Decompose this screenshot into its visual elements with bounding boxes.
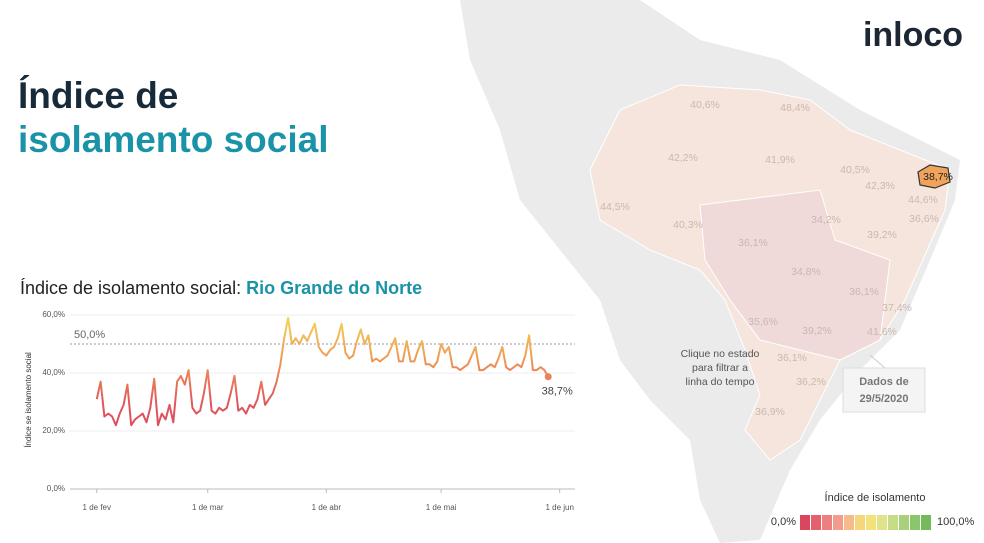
page-title: Índice de (18, 75, 178, 116)
chart-title-text: Índice de isolamento social: (20, 278, 246, 298)
map-label: 38,7% (923, 171, 953, 183)
map-label: 36,2% (796, 376, 826, 388)
map-label: 34,2% (811, 214, 841, 226)
series-line (95, 316, 550, 427)
legend-swatch (921, 515, 931, 530)
map-note: para filtrar a (692, 362, 748, 374)
date-box-text: 29/5/2020 (860, 393, 909, 405)
map-label: 40,5% (840, 164, 870, 176)
y-tick-label: 0,0% (47, 484, 65, 493)
legend-swatch (899, 515, 909, 530)
date-box-text: Dados de (859, 376, 909, 388)
x-tick-label: 1 de abr (312, 503, 342, 512)
chart-title-state: Rio Grande do Norte (246, 278, 422, 298)
map-label: 42,2% (668, 152, 698, 164)
legend-swatch (866, 515, 876, 530)
page-title: isolamento social (18, 119, 329, 160)
x-tick-label: 1 de fev (83, 503, 111, 512)
legend-min: 0,0% (771, 516, 796, 528)
y-tick-label: 40,0% (42, 368, 65, 377)
map-label: 44,5% (600, 201, 630, 213)
map-label: 36,9% (755, 406, 785, 418)
map-label: 40,6% (690, 99, 720, 111)
y-tick-label: 60,0% (42, 310, 65, 319)
map-label: 39,2% (802, 325, 832, 337)
legend-title: Índice de isolamento (825, 491, 926, 504)
map-note: linha do tempo (686, 376, 755, 388)
legend-swatch (833, 515, 843, 530)
legend-swatch (888, 515, 898, 530)
legend-swatch (877, 515, 887, 530)
map-label: 40,3% (673, 219, 703, 231)
map-label: 48,4% (780, 102, 810, 114)
y-tick-label: 20,0% (42, 426, 65, 435)
map-label: 35,6% (748, 316, 778, 328)
x-tick-label: 1 de mai (426, 503, 457, 512)
map-label: 41,9% (765, 154, 795, 166)
reference-label: 50,0% (74, 329, 105, 341)
legend-swatch (811, 515, 821, 530)
map-label: 36,6% (909, 213, 939, 225)
map-label: 39,2% (867, 229, 897, 241)
legend-max: 100,0% (937, 516, 975, 528)
brazil-center (699, 189, 891, 361)
legend-swatch (855, 515, 865, 530)
x-tick-label: 1 de mar (192, 503, 224, 512)
map-label: 36,1% (738, 237, 768, 249)
legend-swatch (822, 515, 832, 530)
map-label: 34,8% (791, 266, 821, 278)
selected-state (917, 164, 951, 189)
callout-line (869, 354, 886, 369)
map-label: 42,3% (865, 180, 895, 192)
map-label: 44,6% (908, 194, 938, 206)
map-label: 36,1% (849, 286, 879, 298)
map-label: 41,6% (867, 326, 897, 338)
end-label: 38,7% (542, 386, 573, 398)
map-label: 37,4% (882, 302, 912, 314)
legend-swatch (844, 515, 854, 530)
logo: inloco (863, 16, 963, 54)
legend-swatch (910, 515, 920, 530)
map-note: Clique no estado (681, 348, 760, 360)
y-axis-label: Índice se isolamento social (24, 352, 33, 448)
map-label: 36,1% (777, 352, 807, 364)
date-box (842, 367, 926, 413)
legend-swatch (800, 515, 810, 530)
chart-title: Índice de isolamento social: Rio Grande … (20, 278, 422, 298)
x-tick-label: 1 de jun (545, 503, 573, 512)
end-point (544, 373, 552, 381)
